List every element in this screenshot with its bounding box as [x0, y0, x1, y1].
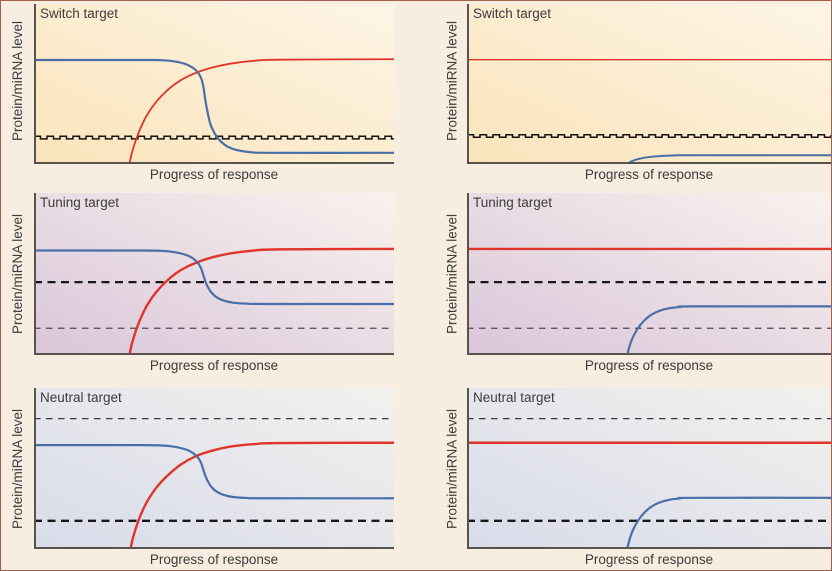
x-axis-label: Progress of response: [149, 552, 279, 567]
series-target-protein: [34, 58, 394, 154]
y-axis-label: Protein/miRNA level: [9, 408, 25, 529]
x-axis-label: Progress of response: [584, 552, 714, 567]
series-target-protein: [626, 154, 831, 164]
series-target-protein: [626, 305, 831, 355]
threshold-dashed-stepped: [34, 135, 394, 140]
threshold-dashed-stepped: [467, 133, 831, 139]
plot-neutral-target-left: Neutral target: [34, 388, 394, 549]
y-axis-label: Protein/miRNA level: [444, 20, 460, 142]
y-axis-label: Protein/miRNA level: [9, 213, 25, 335]
x-axis-label: Progress of response: [149, 358, 279, 373]
y-axis-label: Protein/miRNA level: [444, 408, 460, 529]
y-axis-label: Protein/miRNA level: [9, 20, 25, 142]
series-miRNA: [128, 247, 394, 355]
x-axis-label: Progress of response: [149, 167, 279, 182]
x-axis-label: Progress of response: [584, 167, 714, 182]
y-axis-label: Protein/miRNA level: [444, 213, 460, 335]
plot-switch-target-left: Switch target: [34, 4, 394, 164]
series-target-protein: [34, 249, 394, 306]
series-target-protein: [34, 444, 394, 500]
panel-title: Tuning target: [473, 195, 553, 210]
series-miRNA: [129, 441, 394, 549]
panel-title: Neutral target: [473, 390, 555, 405]
panel-title: Switch target: [473, 6, 552, 21]
x-axis-label: Progress of response: [584, 358, 714, 373]
series-miRNA: [128, 58, 394, 164]
panel-title: Neutral target: [40, 390, 122, 405]
panel-title: Switch target: [40, 6, 119, 21]
panel-title: Tuning target: [40, 195, 120, 210]
plot-switch-target-right: Switch target: [467, 4, 831, 164]
plot-tuning-target-right: Tuning target: [467, 193, 831, 355]
plot-tuning-target-left: Tuning target: [34, 193, 394, 355]
plot-neutral-target-right: Neutral target: [467, 388, 831, 549]
series-target-protein: [626, 496, 831, 549]
